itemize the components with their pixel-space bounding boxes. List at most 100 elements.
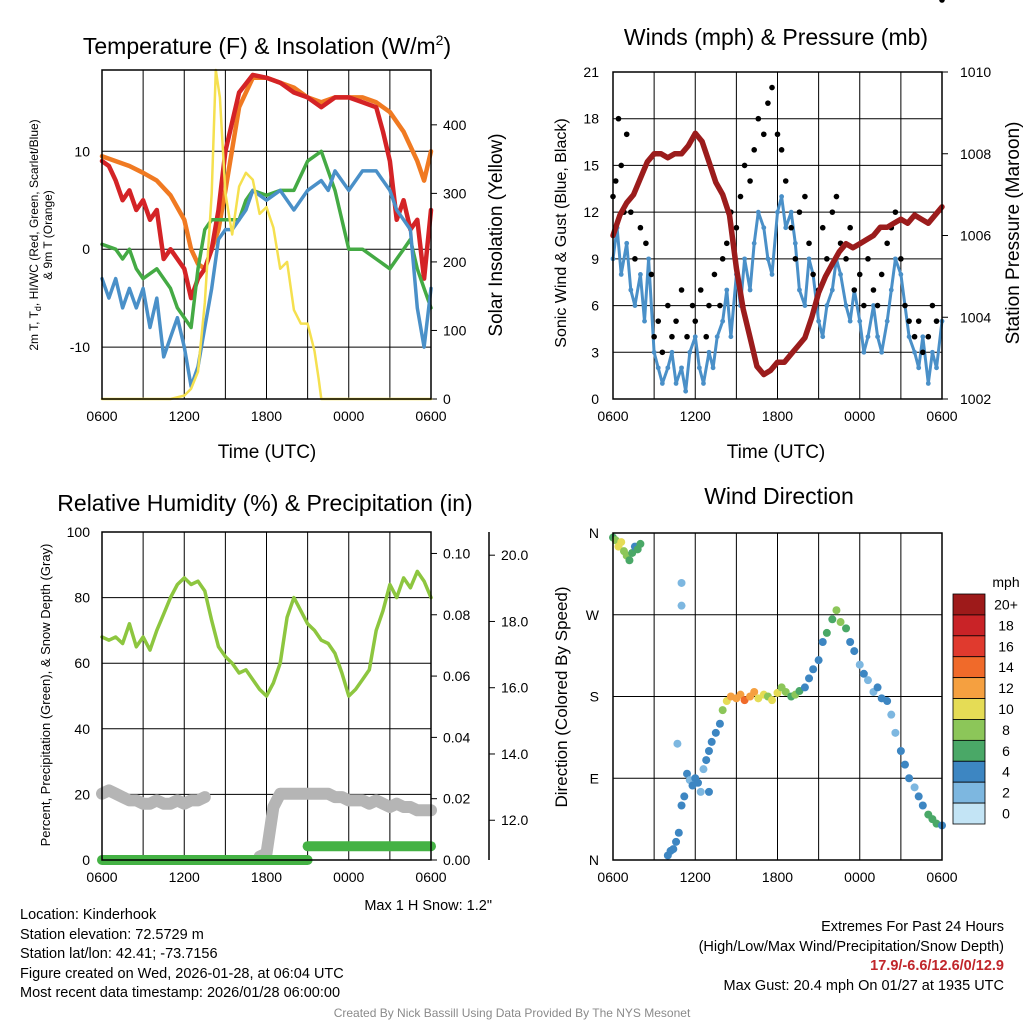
wind-gust-point bbox=[612, 178, 619, 184]
winds-y-tick-label: 3 bbox=[591, 344, 599, 360]
temperature-x-axis-label: Time (UTC) bbox=[218, 442, 317, 463]
colorbar-swatch bbox=[952, 614, 986, 637]
station-location: Location: Kinderhook bbox=[20, 907, 157, 923]
wind-direction-point bbox=[836, 618, 845, 627]
wind-gust-point bbox=[874, 302, 881, 309]
humidity-y-tick-label: 0 bbox=[82, 852, 90, 868]
wind-gust-point bbox=[651, 333, 657, 340]
wind-speed-point bbox=[783, 225, 789, 231]
winds-y-tick-label: 12 bbox=[583, 204, 599, 220]
wind-gust-point bbox=[618, 162, 625, 169]
winds-y-tick-label: 21 bbox=[583, 64, 599, 80]
wind-gust-point bbox=[824, 256, 830, 262]
wind-gust-point bbox=[719, 256, 726, 262]
wind-gust-point bbox=[870, 287, 877, 293]
winds-title: Winds (mph) & Pressure (mb) bbox=[624, 24, 928, 50]
wind-speed-point bbox=[655, 365, 661, 371]
wind-gust-point bbox=[755, 115, 762, 122]
wind-speed-point bbox=[765, 256, 771, 262]
wind-speed-point bbox=[847, 318, 853, 324]
wind-speed-point bbox=[761, 225, 767, 231]
wind-direction-point bbox=[859, 669, 868, 678]
colorbar-swatch bbox=[952, 635, 986, 658]
wind-direction-point bbox=[617, 538, 626, 547]
extremes-info: Extremes For Past 24 Hours (High/Low/Max… bbox=[699, 918, 1004, 996]
wind-direction-point bbox=[696, 787, 705, 796]
wind-gust-point bbox=[878, 271, 885, 278]
wind-speed-point bbox=[797, 287, 802, 293]
humidity-series-rh bbox=[100, 569, 433, 698]
wind-direction-point bbox=[781, 687, 790, 696]
ylabel-part: , HI/WC (Red, Green, Scarlet/Blue) bbox=[27, 119, 41, 306]
colorbar-label: 18 bbox=[998, 617, 1014, 633]
wind-speed-point bbox=[751, 240, 757, 246]
wind-gust-point bbox=[711, 271, 718, 278]
wind-speed-point bbox=[692, 334, 698, 340]
temperature-y-axis-label: 2m T, Td, HI/WC (Red, Green, Scarlet/Blu… bbox=[27, 119, 43, 350]
wind-speed-point bbox=[916, 365, 922, 371]
pressure-y-tick-label: 1008 bbox=[960, 146, 991, 162]
wind-gust-point bbox=[906, 318, 912, 324]
wind-speed-point bbox=[802, 303, 808, 308]
humidity-y-tick-label: 60 bbox=[74, 655, 90, 671]
colorbar-title: mph bbox=[992, 574, 1019, 590]
wind-speed-point bbox=[624, 240, 630, 246]
colorbar-swatch bbox=[952, 698, 986, 720]
extremes-title: Extremes For Past 24 Hours bbox=[821, 919, 1004, 935]
wind-gust-point bbox=[774, 131, 781, 138]
wind-speed-point bbox=[618, 272, 624, 277]
temperature-y-tick-label: 0 bbox=[82, 241, 90, 257]
wind-gust-point bbox=[723, 240, 730, 247]
winds-x-axis-label: Time (UTC) bbox=[727, 442, 826, 463]
insolation-y-tick-label: 200 bbox=[443, 254, 467, 270]
wind-direction-point bbox=[832, 606, 841, 615]
winds-panel: Winds (mph) & Pressure (mb) Time (UTC) S… bbox=[553, 0, 1024, 463]
colorbar-swatch bbox=[952, 760, 986, 783]
wind-speed-point bbox=[898, 272, 904, 277]
wind-speed-point bbox=[861, 349, 867, 355]
wind-gust-point bbox=[765, 100, 771, 106]
precip-y-tick-label: 0.02 bbox=[443, 791, 470, 807]
wind-gust-point bbox=[741, 162, 748, 169]
temperature-x-tick-label: 1200 bbox=[169, 408, 200, 424]
wind-direction-point bbox=[905, 774, 914, 783]
wind-gust-point bbox=[689, 302, 696, 309]
temperature-panel: Temperature (F) & Insolation (W/m2) Time… bbox=[27, 32, 507, 463]
wind-direction-point bbox=[918, 801, 927, 810]
wind-speed-point bbox=[679, 365, 684, 371]
temperature-y-axis-label-line2: & 9m T (Orange) bbox=[41, 190, 55, 280]
wind-speed-point bbox=[728, 334, 734, 340]
wind-direction-point bbox=[707, 737, 716, 746]
wind-gust-point bbox=[692, 318, 699, 324]
temperature-y-tick-label: -10 bbox=[70, 339, 90, 355]
wind-speed-point bbox=[792, 240, 798, 246]
wind-gust-point bbox=[865, 256, 871, 262]
wind-direction-point bbox=[896, 747, 905, 755]
wind-direction-point bbox=[814, 656, 823, 665]
insolation-y-tick-label: 100 bbox=[443, 322, 467, 338]
colorbar-label: 20+ bbox=[994, 596, 1018, 612]
title-superscript: 2 bbox=[436, 32, 444, 48]
wind-speed-point bbox=[659, 381, 665, 386]
wind-speed-point bbox=[775, 209, 780, 215]
wind-gust-point bbox=[884, 240, 890, 247]
wind-speed-point bbox=[642, 318, 647, 324]
pressure-y-axis-label: Station Pressure (Maroon) bbox=[1003, 122, 1024, 345]
humidity-panel: Relative Humidity (%) & Precipitation (i… bbox=[38, 490, 528, 914]
winds-y-tick-label: 9 bbox=[591, 251, 599, 267]
wind-speed-point bbox=[769, 272, 775, 277]
wind-direction-point bbox=[900, 760, 909, 769]
wind-speed-point bbox=[673, 381, 679, 386]
wind-gust-point bbox=[810, 271, 816, 278]
wind-gust-point bbox=[851, 287, 858, 293]
wind-speed-point bbox=[806, 256, 812, 262]
wind-gust-point bbox=[665, 302, 671, 309]
wind-speed-point bbox=[875, 334, 880, 340]
wind-speed-point bbox=[628, 287, 634, 293]
wind-direction-point bbox=[773, 688, 782, 697]
humidity-y-axis-label: Percent, Precipitation (Green), & Snow D… bbox=[38, 544, 53, 847]
wind-direction-point bbox=[873, 683, 882, 692]
colorbar-swatch bbox=[952, 677, 986, 699]
wind-gust-point bbox=[760, 131, 767, 138]
wind-gust-point bbox=[648, 271, 655, 278]
